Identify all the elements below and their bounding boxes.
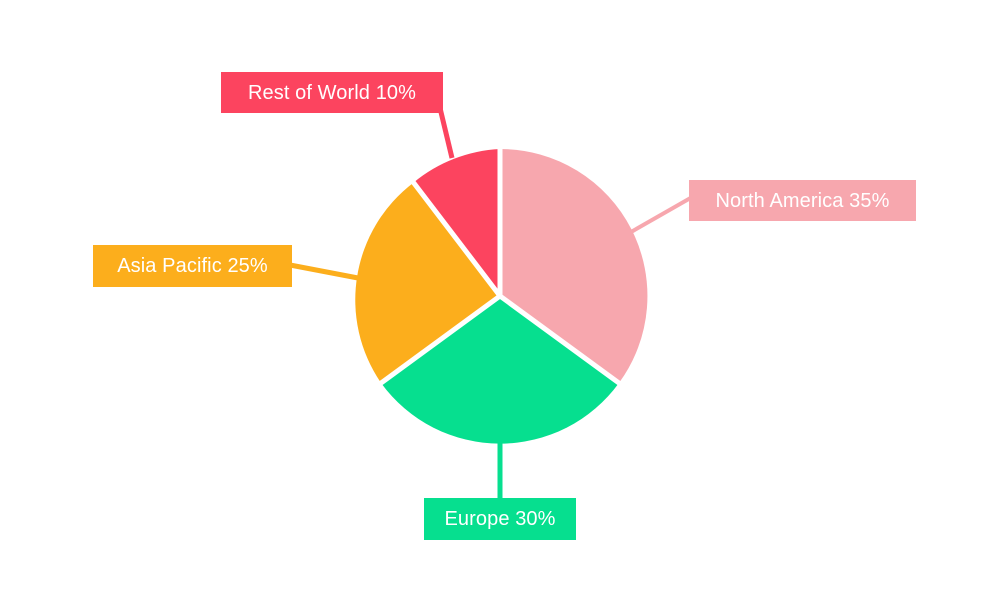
slice-label-europe[interactable]: Europe 30% xyxy=(424,498,576,540)
pie-slice-dividers xyxy=(378,146,622,386)
pie-slice-asia-pacific[interactable] xyxy=(355,182,500,383)
leader-line-rest-of-world xyxy=(437,107,455,159)
leader-line-north-america xyxy=(630,194,695,234)
pie-slice-rest-of-world[interactable] xyxy=(413,149,500,296)
leader-line-asia-pacific xyxy=(289,262,359,281)
slice-label-rest-of-world[interactable]: Rest of World 10% xyxy=(221,72,443,113)
pie-slice-north-america[interactable] xyxy=(500,148,648,383)
pie-slice-europe[interactable] xyxy=(381,296,619,444)
slice-label-north-america[interactable]: North America 35% xyxy=(689,180,916,221)
slice-label-asia-pacific[interactable]: Asia Pacific 25% xyxy=(93,245,292,287)
